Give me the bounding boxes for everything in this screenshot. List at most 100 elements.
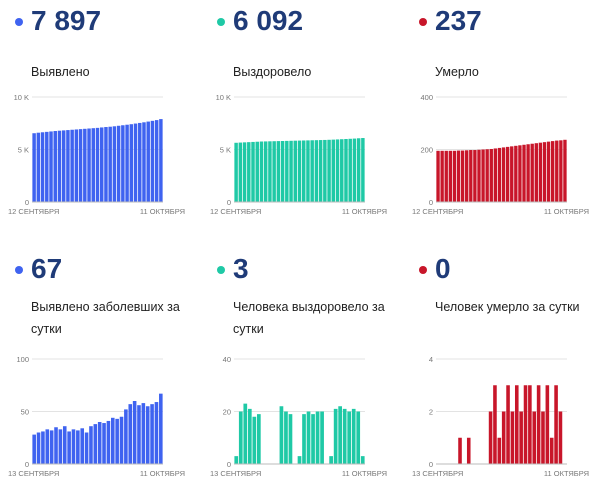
y-tick-label: 5 K <box>220 146 231 155</box>
series-dot-icon <box>15 266 23 274</box>
bar <box>128 404 133 464</box>
bar <box>256 414 261 465</box>
bar <box>335 139 340 202</box>
bar <box>41 431 45 464</box>
bar <box>238 142 243 202</box>
bar <box>497 437 502 464</box>
bar <box>263 141 268 202</box>
bar <box>506 385 510 464</box>
series-dot-icon <box>419 18 427 26</box>
y-tick-label: 200 <box>420 146 433 155</box>
bar <box>546 141 551 202</box>
bar <box>66 130 70 202</box>
bar <box>485 149 489 202</box>
bar <box>361 138 365 202</box>
y-tick-label: 100 <box>16 355 29 364</box>
bar <box>70 129 74 202</box>
bar <box>297 456 302 465</box>
stat-label: Выздоровело <box>233 65 312 79</box>
panel-died-total: 237 Умерло 0 200 400 12 СЕНТЯБРЯ 11 ОКТЯБРЯ <box>409 5 599 246</box>
bar <box>125 124 129 202</box>
bar <box>83 128 87 202</box>
bar <box>306 140 310 202</box>
bar <box>154 402 159 464</box>
y-tick-label: 20 <box>223 408 231 417</box>
bar <box>40 132 45 202</box>
series-dot-icon <box>217 18 225 26</box>
bar <box>141 403 146 464</box>
bar <box>473 150 477 202</box>
bar <box>340 139 344 202</box>
bar <box>493 148 498 202</box>
bar <box>344 139 348 202</box>
bar <box>58 429 63 464</box>
bar <box>555 140 559 202</box>
bar <box>32 133 36 202</box>
bar <box>356 138 361 202</box>
bar <box>538 142 543 202</box>
bar <box>510 146 514 202</box>
bar <box>119 416 124 464</box>
bar <box>289 140 293 202</box>
stat-value: 3 <box>233 253 249 284</box>
stat-label: Умерло <box>435 65 479 79</box>
x-tick-label: 11 ОКТЯБРЯ <box>140 469 185 478</box>
bar <box>145 406 150 464</box>
bar <box>132 401 137 464</box>
bar <box>87 128 91 202</box>
bar <box>93 424 98 464</box>
bar <box>477 149 481 202</box>
bar <box>311 414 315 465</box>
bar <box>115 418 119 464</box>
bar <box>53 131 57 202</box>
stat-value: 6 092 <box>233 5 304 36</box>
bar <box>137 405 141 464</box>
bar <box>352 138 357 202</box>
bar <box>452 150 457 202</box>
bar <box>481 149 485 202</box>
bar <box>74 129 79 202</box>
bar <box>545 385 550 464</box>
bar <box>360 456 365 465</box>
y-tick-label: 4 <box>429 355 433 364</box>
stat-value: 0 <box>435 253 451 284</box>
bar <box>501 147 506 202</box>
bar <box>284 411 288 464</box>
bar <box>91 128 96 202</box>
bar <box>243 403 248 464</box>
bar-chart: 0 5 K 10 K 12 СЕНТЯБРЯ 11 ОКТЯБРЯ <box>210 93 387 216</box>
bar <box>318 140 323 202</box>
bar <box>159 393 163 464</box>
bar <box>465 150 469 202</box>
panel-died-daily: 0 Человек умерло за сутки 0 2 4 13 СЕНТЯБРЯ… <box>409 253 599 494</box>
bar <box>247 142 251 202</box>
bar <box>314 140 319 202</box>
series-dot-icon <box>419 266 427 274</box>
bar <box>108 126 112 202</box>
bar-chart: 0 200 400 12 СЕНТЯБРЯ 11 ОКТЯБРЯ <box>412 93 589 216</box>
x-tick-label: 11 ОКТЯБРЯ <box>544 469 589 478</box>
bar <box>488 411 493 464</box>
bar <box>146 121 150 202</box>
y-tick-label: 0 <box>227 460 231 469</box>
bar <box>558 411 563 464</box>
bar <box>356 411 361 464</box>
bar <box>272 141 276 202</box>
bar <box>563 139 567 202</box>
bar <box>234 456 239 465</box>
y-tick-label: 0 <box>25 198 29 207</box>
bar <box>493 385 497 464</box>
stat-label: Выявлено заболевших за сутки <box>31 300 180 336</box>
bar <box>559 140 563 202</box>
y-tick-label: 5 K <box>18 146 29 155</box>
x-tick-label: 11 ОКТЯБРЯ <box>140 207 185 216</box>
bar <box>104 127 108 202</box>
bar <box>333 408 338 465</box>
bar <box>259 141 264 202</box>
bar <box>338 406 342 464</box>
bar <box>460 150 465 202</box>
bar <box>320 411 324 464</box>
bar <box>242 142 247 202</box>
bar <box>276 141 281 202</box>
bar <box>133 123 138 202</box>
